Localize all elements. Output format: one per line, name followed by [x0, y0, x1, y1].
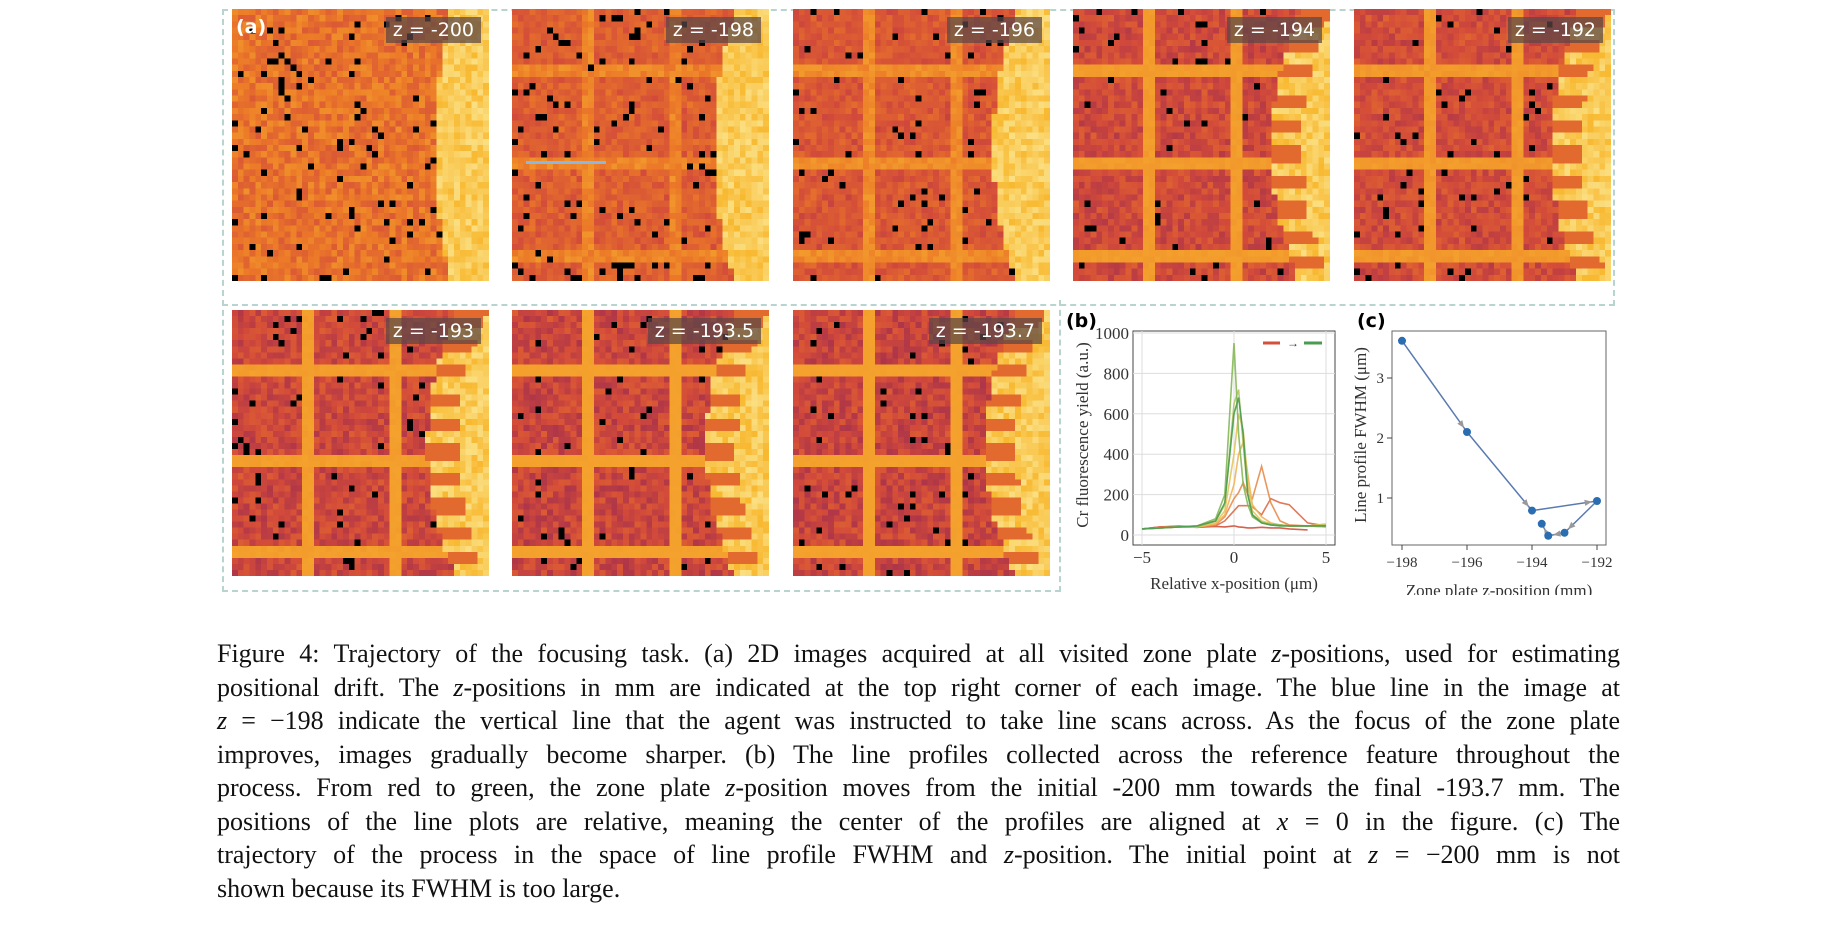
series-line	[1141, 397, 1326, 530]
x-tick-label: −196	[1452, 555, 1483, 571]
caption-text: = 0 in the figure. (c) The	[1288, 806, 1620, 836]
scan-image-canvas	[232, 310, 489, 576]
y-tick-label: 600	[1104, 405, 1130, 424]
x-tick-label: −198	[1387, 555, 1418, 571]
y-tick-label: 800	[1104, 364, 1130, 383]
caption-line: Figure 4: Trajectory of the focusing tas…	[217, 637, 1620, 671]
trajectory-arrowhead	[1521, 499, 1529, 507]
caption-line: positions of the line plots are relative…	[217, 805, 1620, 839]
math-variable: z	[1271, 639, 1282, 668]
trajectory-arrowhead	[1457, 420, 1465, 428]
x-tick-label: 0	[1230, 548, 1239, 567]
math-variable: z	[453, 672, 464, 702]
x-axis-label: Relative x-position (μm)	[1150, 574, 1318, 593]
scan-image: z = -193.7	[793, 310, 1050, 576]
caption-line: shown because its FWHM is too large.	[217, 872, 1620, 906]
x-tick-label: −192	[1582, 555, 1613, 571]
scan-image: z = -194	[1073, 9, 1330, 281]
math-variable: z	[1368, 840, 1379, 869]
caption-text: positional drift. The	[217, 672, 454, 702]
math-variable: z	[1003, 840, 1014, 869]
data-point	[1528, 506, 1536, 515]
trajectory-arrowhead	[1553, 530, 1561, 537]
caption-line: process. From red to green, the zone pla…	[217, 771, 1620, 805]
caption-text: -positions in mm are indicated at the to…	[463, 672, 1620, 702]
data-point	[1537, 519, 1546, 528]
z-position-label: z = -193.7	[928, 318, 1042, 344]
caption-text: -position moves from the initial -200 mm…	[735, 773, 1620, 802]
caption-line: improves, images gradually become sharpe…	[217, 738, 1620, 772]
scan-image: z = -200	[232, 9, 489, 281]
x-tick-label: −194	[1517, 555, 1548, 571]
y-tick-label: 2	[1377, 431, 1385, 447]
math-variable: x	[1276, 806, 1289, 836]
trajectory-segment	[1401, 340, 1468, 433]
figure-caption: Figure 4: Trajectory of the focusing tas…	[217, 637, 1620, 905]
caption-text: trajectory of the process in the space o…	[217, 840, 1004, 869]
y-tick-label: 200	[1104, 486, 1130, 505]
math-variable: z	[725, 773, 736, 802]
y-tick-label: 400	[1104, 445, 1130, 464]
x-tick-label: −5	[1133, 548, 1151, 567]
caption-text: = −198 indicate the vertical line that t…	[227, 706, 1620, 735]
scan-image-canvas	[232, 9, 489, 281]
caption-text: improves, images gradually become sharpe…	[217, 739, 1620, 769]
z-position-label: z = -192	[1507, 17, 1603, 43]
trajectory-arrowhead	[1584, 499, 1593, 506]
scan-image-canvas	[793, 310, 1050, 576]
caption-text: shown because its FWHM is too large.	[217, 873, 621, 903]
caption-line: trajectory of the process in the space o…	[217, 838, 1620, 872]
data-point	[1398, 336, 1406, 345]
trajectory-segment	[1466, 431, 1533, 512]
z-position-label: z = -194	[1226, 17, 1322, 43]
caption-text: -positions, used for estimating	[1281, 639, 1620, 668]
scan-image: z = -198	[512, 9, 769, 281]
caption-line: z = −198 indicate the vertical line that…	[217, 704, 1620, 738]
y-tick-label: 3	[1377, 371, 1385, 387]
caption-text: = −200 mm is not	[1378, 840, 1620, 869]
scan-image-canvas	[512, 9, 769, 281]
scan-line	[526, 161, 606, 164]
x-tick-label: 5	[1322, 548, 1331, 567]
legend-arrow: →	[1287, 336, 1299, 350]
x-axis-label: Zone plate z-position (mm)	[1406, 581, 1592, 595]
data-point	[1544, 531, 1553, 540]
caption-text: positions of the line plots are relative…	[217, 806, 1277, 836]
y-tick-label: 0	[1121, 526, 1130, 545]
scan-image-canvas	[793, 9, 1050, 281]
panel-a-border-bottom	[222, 300, 1061, 592]
caption-text: -position. The initial point at	[1013, 840, 1369, 869]
data-point	[1560, 528, 1569, 537]
scan-image: z = -193.5	[512, 310, 769, 576]
data-point	[1593, 497, 1601, 505]
caption-text: process. From red to green, the zone pla…	[217, 773, 726, 802]
panel-c-label: (c)	[1357, 310, 1386, 332]
y-tick-label: 1	[1377, 491, 1385, 507]
fwhm-trajectory-chart: −198 −196 −194 −192 1 2 3 Zone plate z-position…	[1351, 330, 1613, 595]
panel-a-label: (a)	[236, 16, 267, 38]
scan-image: z = -193	[232, 310, 489, 576]
z-position-label: z = -200	[385, 17, 481, 43]
y-axis-label: Line profile FWHM (μm)	[1351, 347, 1370, 523]
caption-text: Figure 4: Trajectory of the focusing tas…	[217, 639, 1272, 668]
z-position-label: z = -193	[385, 318, 481, 344]
panel-b-label: (b)	[1066, 310, 1097, 332]
scan-image-canvas	[1073, 9, 1330, 281]
math-variable: z	[217, 706, 228, 735]
data-point	[1463, 428, 1471, 436]
trajectory-arrowhead	[1568, 521, 1576, 530]
y-axis-label: Cr fluorescence yield (a.u.)	[1073, 342, 1092, 528]
scan-image: z = -196	[793, 9, 1050, 281]
y-tick-label: 1000	[1095, 324, 1129, 343]
plot-frame	[1391, 330, 1607, 546]
scan-image-canvas	[512, 310, 769, 576]
z-position-label: z = -198	[665, 17, 761, 43]
z-position-label: z = -193.5	[647, 318, 761, 344]
scan-image-canvas	[1354, 9, 1611, 281]
z-position-label: z = -196	[946, 17, 1042, 43]
caption-line: positional drift. The z-positions in mm …	[217, 671, 1620, 705]
scan-image: z = -192	[1354, 9, 1611, 281]
